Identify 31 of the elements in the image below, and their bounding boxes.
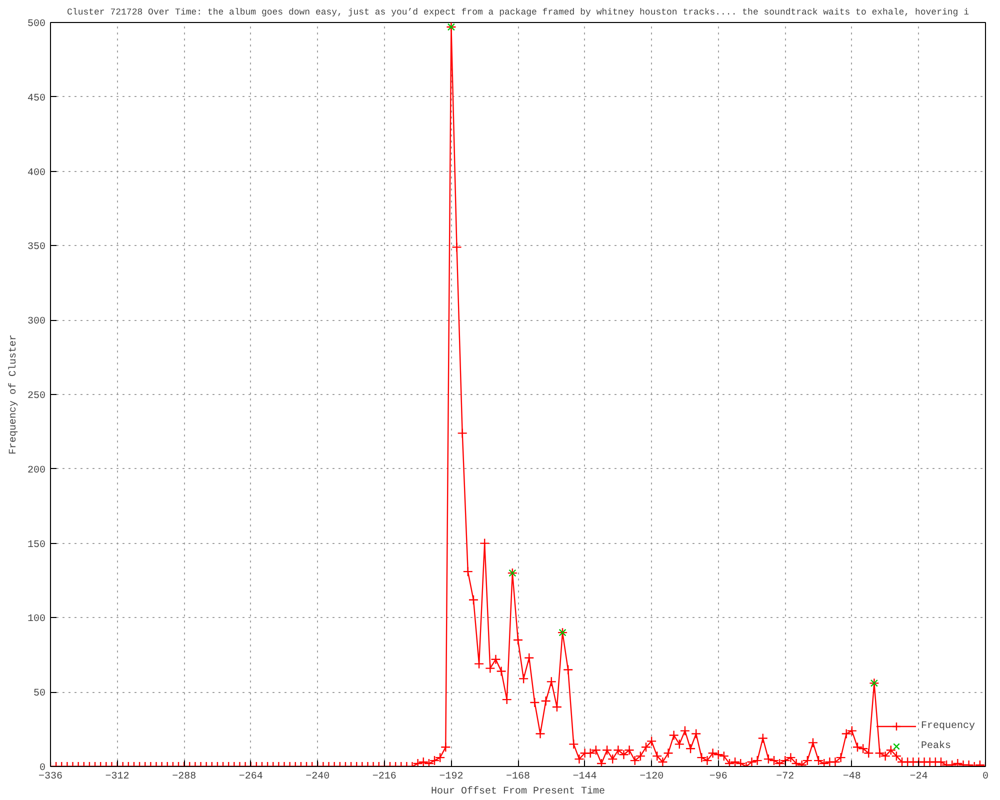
- y-tick-label: 50: [34, 688, 46, 700]
- y-tick-label: 400: [27, 168, 46, 179]
- y-tick-label: 100: [27, 614, 46, 626]
- y-tick-label: 500: [27, 19, 46, 30]
- chart-title: Cluster 721728 Over Time: the album goes down easy, just as you’d expect from a package framed by whitney houston tracks.... the soundtrack waits to exhale, hovering i: [67, 8, 969, 18]
- y-tick-label: 150: [27, 540, 46, 551]
- y-tick-label: 250: [27, 391, 46, 402]
- x-tick-label: −24: [910, 772, 928, 782]
- y-axis-title: Frequency of Cluster: [7, 334, 20, 455]
- x-tick-label: −120: [640, 772, 664, 782]
- x-axis-title: Hour Offset From Present Time: [430, 786, 606, 798]
- x-tick-label: −144: [572, 772, 597, 782]
- y-tick-label: 300: [27, 316, 46, 328]
- x-tick-label: −216: [372, 772, 396, 782]
- x-tick-label: −288: [172, 772, 196, 782]
- x-tick-label: −192: [439, 772, 464, 782]
- x-tick-label: −168: [506, 772, 530, 782]
- x-tick-label: −336: [38, 772, 63, 782]
- legend-label: Peaks: [920, 740, 951, 752]
- x-tick-label: 0: [982, 772, 989, 782]
- legend-label: Frequency: [920, 720, 975, 732]
- y-tick-label: 350: [27, 242, 46, 254]
- x-tick-label: −312: [105, 772, 130, 782]
- x-tick-label: −96: [709, 772, 728, 782]
- y-tick-label: 0: [40, 763, 46, 774]
- x-tick-label: −240: [306, 772, 330, 782]
- x-tick-label: −72: [776, 772, 794, 782]
- y-tick-label: 200: [27, 465, 46, 476]
- x-tick-label: −264: [238, 772, 263, 782]
- x-tick-label: −48: [842, 772, 861, 782]
- y-tick-label: 450: [27, 93, 46, 104]
